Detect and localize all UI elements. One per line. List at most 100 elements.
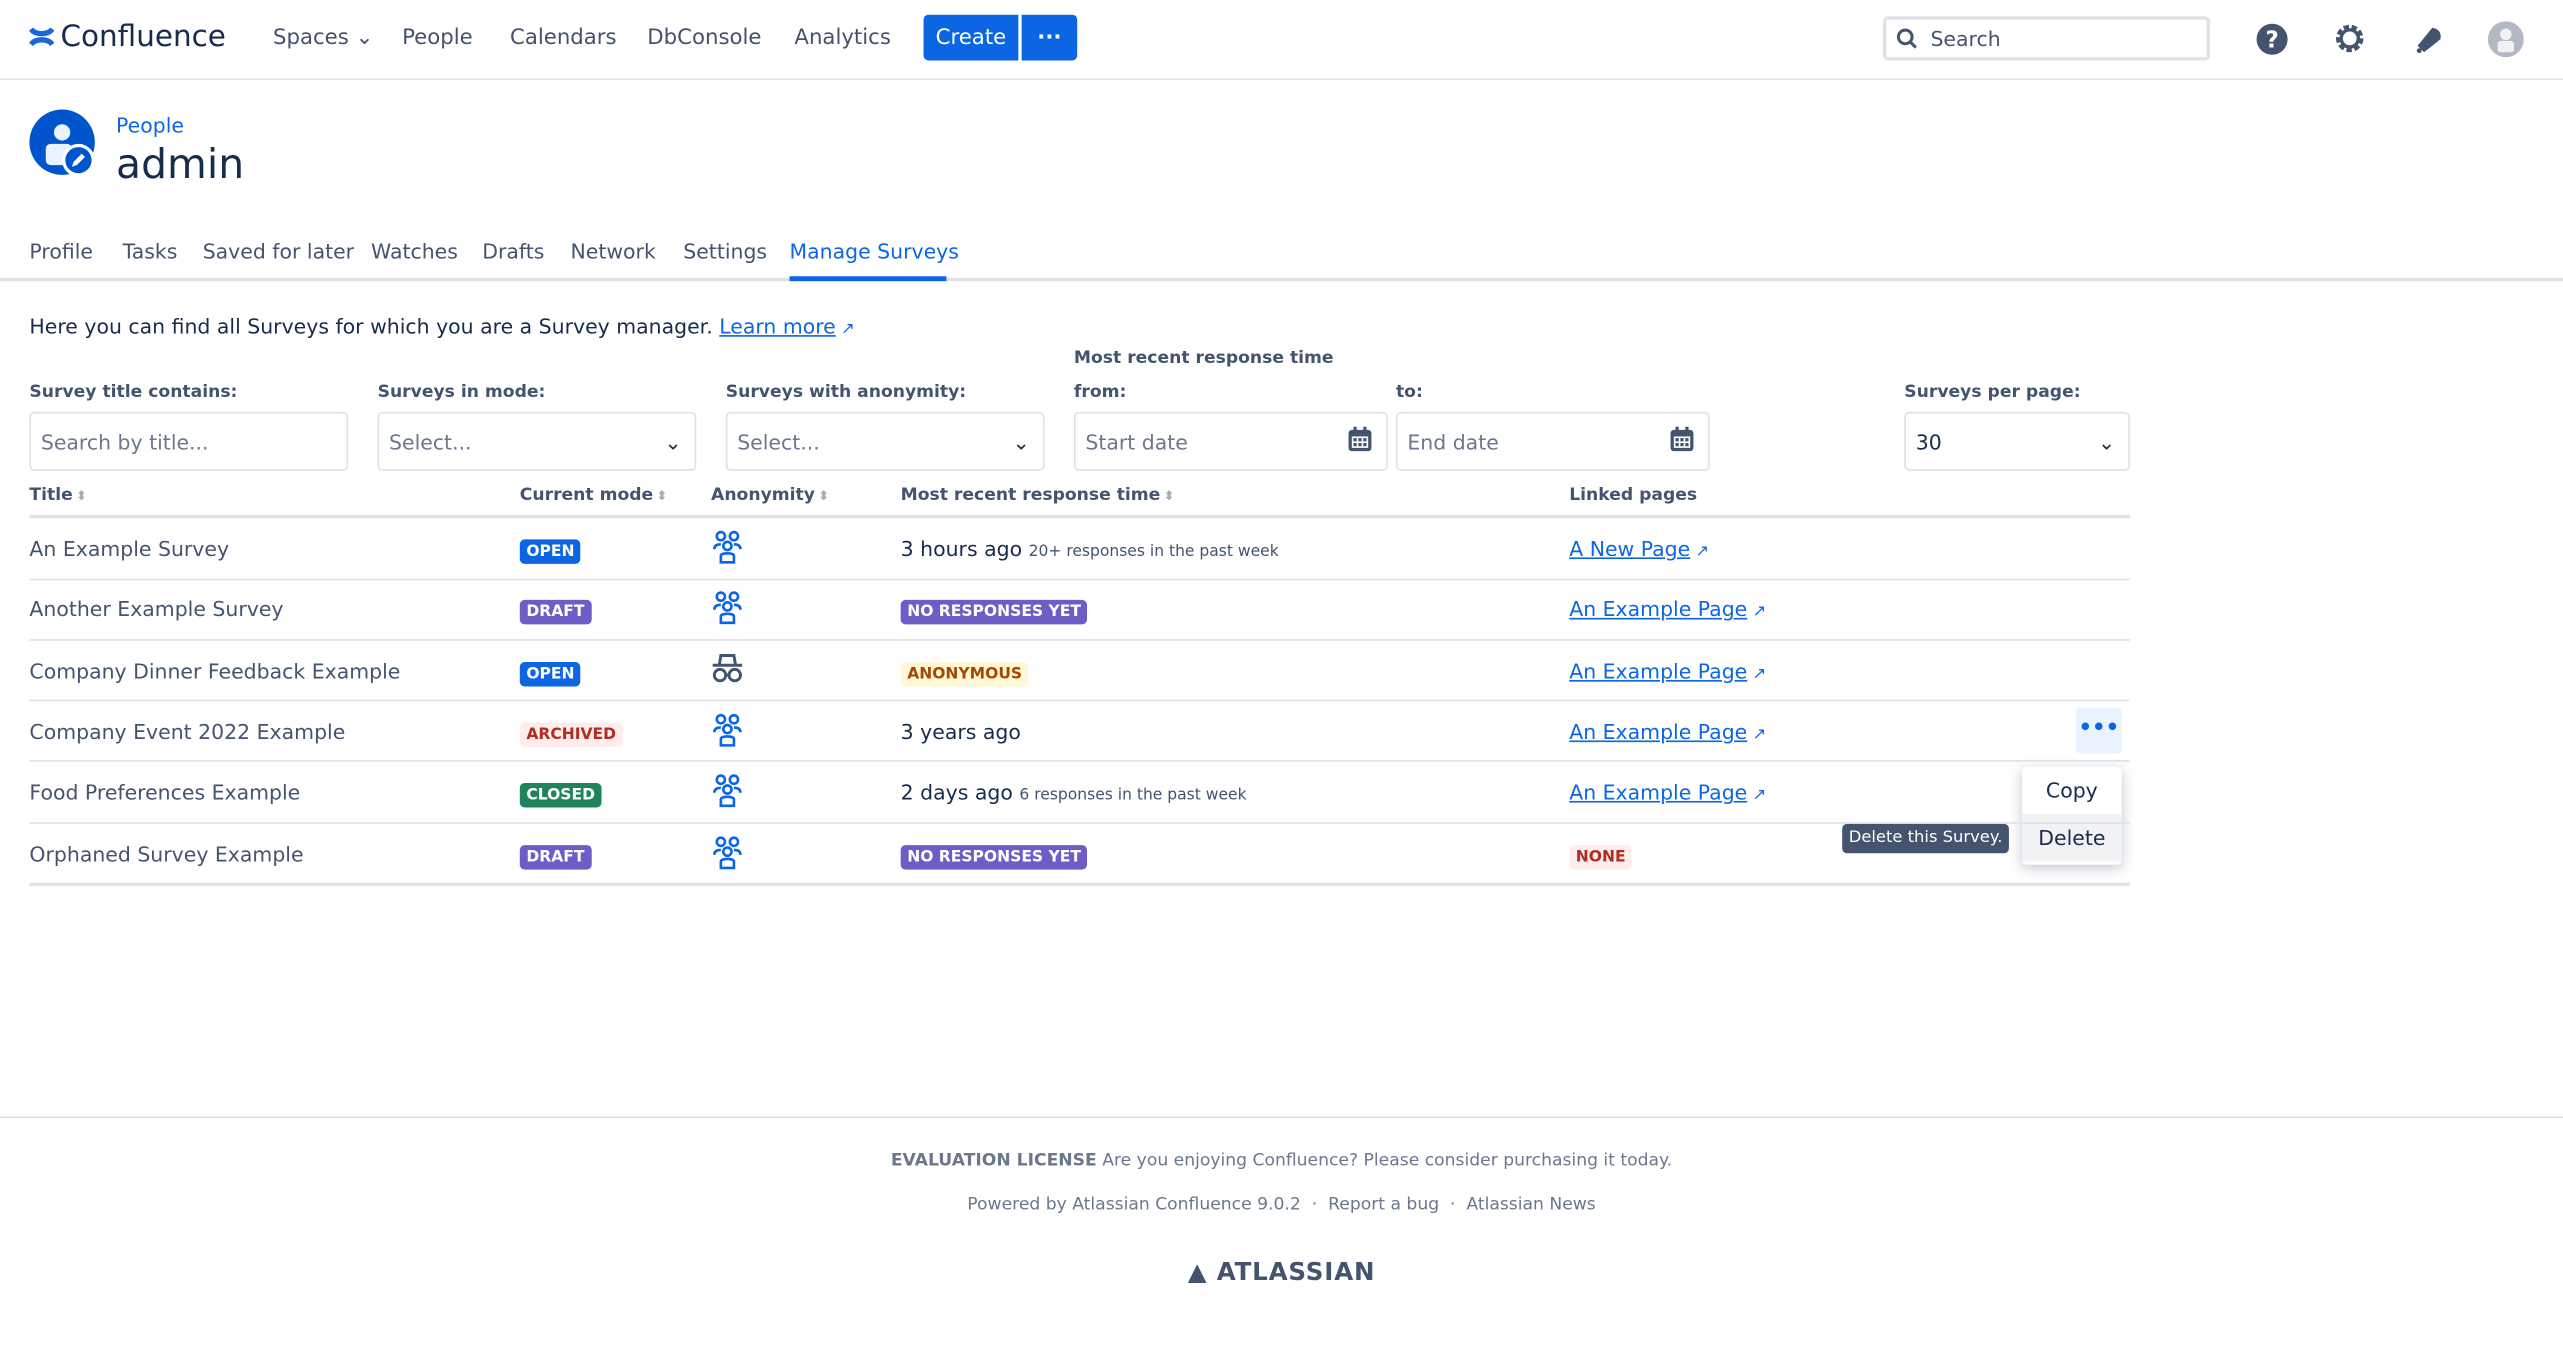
response-count: 6 responses in the past week xyxy=(1019,786,1247,805)
tabs-divider xyxy=(0,277,2563,282)
nav-analytics[interactable]: Analytics xyxy=(794,26,891,51)
mode-filter-select[interactable]: Select... ⌄ xyxy=(377,411,697,471)
response-time: 3 years ago xyxy=(900,719,1021,744)
linked-page-link[interactable]: An Example Page xyxy=(1569,658,1748,683)
tab-watches[interactable]: Watches xyxy=(371,238,458,264)
row-divider xyxy=(29,577,2130,580)
chevron-down-icon: ⌄ xyxy=(664,429,682,454)
tab-drafts[interactable]: Drafts xyxy=(482,238,545,264)
row-divider xyxy=(29,760,2130,763)
response-time-cell: 3 hours ago 20+ responses in the past we… xyxy=(901,536,1279,561)
response-time-cell: 3 years ago xyxy=(901,719,1021,744)
tab-network[interactable]: Network xyxy=(570,238,656,264)
response-time-cell: NO RESPONSES YET xyxy=(900,841,1088,869)
people-icon xyxy=(711,530,744,571)
column-header-3[interactable]: Most recent response time ⬍ xyxy=(900,485,1175,506)
powered-by-link[interactable]: Powered by Atlassian Confluence 9.0.2 xyxy=(967,1194,1301,1215)
mode-cell: CLOSED xyxy=(519,780,602,808)
delete-tooltip: Delete this Survey. xyxy=(1842,823,2009,854)
external-link-icon: ↗ xyxy=(1747,786,1767,805)
end-date-input[interactable]: End date xyxy=(1395,411,1710,471)
column-header-1[interactable]: Current mode ⬍ xyxy=(519,485,668,506)
notification-bell-icon[interactable] xyxy=(2413,23,2446,56)
learn-more-link[interactable]: Learn more xyxy=(719,313,836,339)
linked-page-link[interactable]: An Example Page xyxy=(1569,719,1748,744)
confluence-logo[interactable]: Confluence xyxy=(29,20,226,54)
external-link-icon: ↗ xyxy=(835,320,855,339)
create-more-button[interactable]: ··· xyxy=(1021,14,1078,61)
tab-tasks[interactable]: Tasks xyxy=(122,238,178,264)
calendar-icon[interactable] xyxy=(1669,425,1695,457)
survey-title: Orphaned Survey Example xyxy=(29,841,304,866)
row-divider xyxy=(29,821,2130,824)
external-link-icon: ↗ xyxy=(1747,725,1767,744)
license-notice: EVALUATION LICENSE Are you enjoying Conf… xyxy=(890,1150,1673,1171)
external-link-icon: ↗ xyxy=(1690,542,1710,561)
linked-page-link[interactable]: An Example Page xyxy=(1569,780,1748,805)
survey-title: Food Preferences Example xyxy=(29,780,301,805)
response-badge: NO RESPONSES YET xyxy=(900,844,1088,869)
response-time-cell: 2 days ago 6 responses in the past week xyxy=(901,780,1247,805)
status-badge: ARCHIVED xyxy=(519,722,623,747)
survey-title: Company Dinner Feedback Example xyxy=(29,658,401,683)
start-date-input[interactable]: Start date xyxy=(1073,411,1388,471)
people-icon xyxy=(711,834,744,875)
linked-page-cell: An Example Page ↗ xyxy=(1569,658,1766,683)
to-label: to: xyxy=(1395,382,1423,403)
response-badge: NO RESPONSES YET xyxy=(900,600,1088,625)
sort-icon: ⬍ xyxy=(1163,488,1175,504)
help-icon[interactable]: ? xyxy=(2256,23,2289,56)
nav-spaces[interactable]: Spaces ⌄ xyxy=(272,26,374,51)
breadcrumb-people[interactable]: People xyxy=(116,112,184,138)
tab-settings[interactable]: Settings xyxy=(683,238,768,264)
nav-calendars[interactable]: Calendars xyxy=(509,26,617,51)
response-time-cell: NO RESPONSES YET xyxy=(900,597,1088,625)
response-badge: ANONYMOUS xyxy=(900,661,1029,686)
gear-icon[interactable] xyxy=(2333,21,2367,55)
sort-icon: ⬍ xyxy=(656,488,668,504)
response-time: 2 days ago xyxy=(900,780,1013,805)
response-time-range-label: Most recent response time xyxy=(1073,348,1334,368)
tab-manage-surveys[interactable]: Manage Surveys xyxy=(789,238,959,264)
external-link-icon: ↗ xyxy=(1747,603,1767,622)
report-bug-link[interactable]: Report a bug xyxy=(1328,1194,1440,1215)
chevron-down-icon: ⌄ xyxy=(355,26,374,51)
mode-cell: DRAFT xyxy=(519,597,591,625)
linked-page-cell: An Example Page ↗ xyxy=(1569,780,1766,805)
sort-icon: ⬍ xyxy=(76,488,87,504)
people-icon xyxy=(711,773,744,814)
menu-item-copy[interactable]: Copy xyxy=(2045,778,2098,803)
atlassian-news-link[interactable]: Atlassian News xyxy=(1466,1194,1596,1215)
linked-page-cell: An Example Page ↗ xyxy=(1569,719,1766,744)
title-filter-input[interactable]: Search by title... xyxy=(29,411,349,471)
title-filter-label: Survey title contains: xyxy=(29,382,238,403)
column-header-0[interactable]: Title ⬍ xyxy=(29,485,87,506)
atlassian-logo-icon: ▲ xyxy=(1187,1257,1208,1287)
linked-page-link[interactable]: An Example Page xyxy=(1569,597,1748,622)
per-page-label: Surveys per page: xyxy=(1904,382,2081,403)
linked-page-link[interactable]: A New Page xyxy=(1569,536,1691,561)
create-button[interactable]: Create xyxy=(923,14,1019,61)
mode-cell: OPEN xyxy=(519,536,582,564)
calendar-icon[interactable] xyxy=(1347,425,1373,457)
search-input[interactable]: Search xyxy=(1883,16,2210,61)
avatar[interactable] xyxy=(2487,21,2524,58)
row-actions-button[interactable]: ••• xyxy=(2075,707,2122,754)
column-header-2[interactable]: Anonymity ⬍ xyxy=(711,485,830,506)
column-header-4[interactable]: Linked pages xyxy=(1569,485,1698,506)
status-badge: DRAFT xyxy=(519,600,591,625)
status-badge: DRAFT xyxy=(519,844,591,869)
mode-cell: DRAFT xyxy=(519,841,591,869)
tab-profile[interactable]: Profile xyxy=(29,238,93,264)
tab-saved-for-later[interactable]: Saved for later xyxy=(202,238,355,264)
row-divider xyxy=(29,638,2130,641)
anonymity-filter-label: Surveys with anonymity: xyxy=(725,382,967,403)
nav-people[interactable]: People xyxy=(402,26,473,51)
anonymity-filter-select[interactable]: Select... ⌄ xyxy=(725,411,1045,471)
chevron-down-icon: ⌄ xyxy=(1012,429,1030,454)
nav-dbconsole[interactable]: DbConsole xyxy=(647,26,762,51)
per-page-select[interactable]: 30 ⌄ xyxy=(1904,411,2130,471)
linked-page-cell: NONE xyxy=(1569,841,1633,869)
user-profile-icon xyxy=(29,109,95,177)
atlassian-logo: ▲ ATLASSIAN xyxy=(1187,1257,1376,1287)
